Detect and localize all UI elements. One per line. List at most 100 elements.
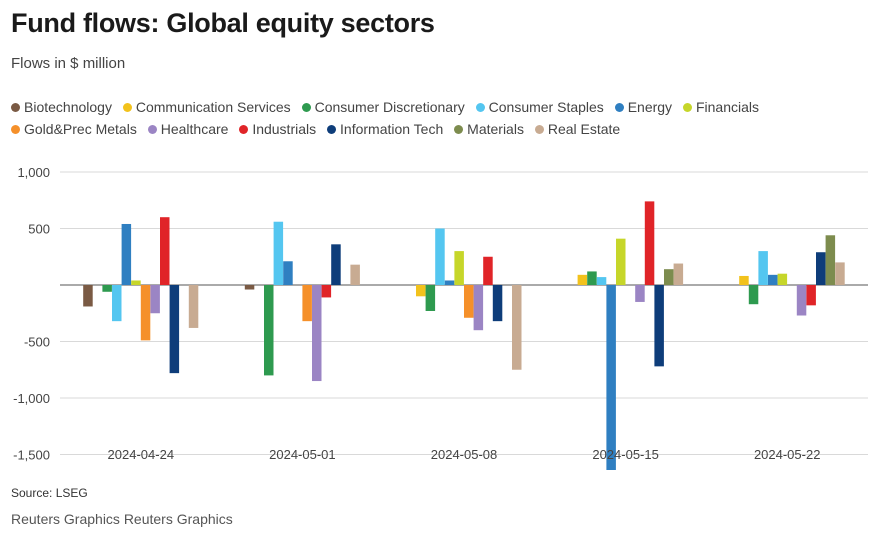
legend-label: Real Estate (547, 121, 621, 137)
bar (331, 244, 341, 285)
legend-item: Real Estate (534, 121, 621, 137)
bar (748, 285, 759, 305)
legend-item: Industrials (239, 121, 316, 137)
legend-label: Energy (627, 99, 673, 115)
bar (816, 252, 826, 285)
legend-swatch (122, 103, 132, 112)
legend-item: Consumer Staples (475, 99, 604, 115)
bar (473, 285, 484, 331)
bar (140, 285, 151, 341)
bar (102, 285, 112, 292)
bar (302, 285, 312, 322)
y-tick-label: 1,000 (17, 165, 50, 180)
bar (512, 285, 522, 370)
legend-item: Financials (682, 99, 759, 115)
bar (483, 256, 493, 285)
chart-title: Fund flows: Global equity sectors (11, 8, 435, 38)
x-tick-label: 2024-05-22 (754, 447, 821, 462)
bar (150, 285, 160, 314)
bar (350, 264, 360, 285)
bar (587, 271, 597, 285)
legend-item: Healthcare (147, 121, 229, 137)
bar (492, 285, 503, 322)
legend-swatch (239, 125, 249, 134)
chart-legend: Biotechnology Communication Services Con… (11, 96, 871, 140)
legend-label: Materials (467, 121, 524, 137)
bar (606, 285, 616, 470)
legend-item: Biotechnology (11, 99, 112, 115)
legend-label: Industrials (252, 121, 317, 137)
legend-swatch (534, 125, 544, 134)
legend-item: Information Tech (327, 121, 443, 137)
legend-swatch (301, 103, 311, 112)
legend-swatch (11, 125, 20, 134)
bar-series (83, 201, 845, 470)
bar (768, 274, 778, 285)
bar (283, 261, 293, 285)
bar (264, 285, 274, 376)
y-tick-label: -1,500 (13, 448, 50, 463)
y-tick-label: 500 (28, 222, 50, 237)
x-tick-label: 2024-04-24 (108, 447, 175, 462)
bar (312, 285, 322, 382)
chart-subtitle: Flows in $ million (11, 55, 126, 72)
bar (596, 277, 607, 285)
legend-label: Biotechnology (24, 99, 112, 115)
legend-label: Communication Services (135, 99, 291, 115)
legend-item: Gold&Prec Metals (11, 121, 137, 137)
legend-swatch (327, 125, 337, 134)
y-tick-label: -1,000 (13, 391, 50, 406)
bar (416, 285, 426, 297)
bar (806, 285, 816, 306)
bar (825, 235, 836, 285)
y-tick-label: -500 (24, 335, 50, 350)
legend-label: Healthcare (160, 121, 229, 137)
legend-label: Consumer Staples (488, 99, 604, 115)
x-tick-label: 2024-05-08 (431, 447, 498, 462)
bar (616, 238, 626, 285)
bar (835, 262, 845, 285)
x-tick-label: 2024-05-15 (592, 447, 659, 462)
bar (654, 285, 664, 367)
bar (83, 285, 93, 307)
bar (454, 251, 464, 285)
x-axis-tick-labels: 2024-04-24 2024-05-01 2024-05-08 2024-05-15… (108, 447, 821, 462)
bar (464, 285, 474, 318)
bar (273, 221, 284, 285)
bar (169, 285, 180, 374)
legend-label: Gold&Prec Metals (24, 121, 137, 137)
bar (644, 201, 655, 285)
legend-label: Information Tech (340, 121, 444, 137)
legend-item: Materials (454, 121, 524, 137)
bar (188, 285, 199, 328)
legend-label: Consumer Discretionary (314, 99, 465, 115)
legend-item: Consumer Discretionary (301, 99, 465, 115)
bar (160, 217, 170, 285)
legend-item: Communication Services (122, 99, 291, 115)
legend-swatch (147, 125, 157, 134)
bar (121, 223, 132, 285)
bar (673, 263, 684, 285)
bar (435, 228, 445, 285)
bar (444, 280, 455, 285)
legend-swatch (475, 103, 485, 112)
legend-swatch (454, 125, 464, 134)
bar-chart: 2,0001,5001,000500-500-1,000-1,500-2,000… (13, 165, 868, 470)
credit-line: Reuters Graphics Reuters Graphics (11, 511, 233, 527)
legend-swatch (11, 103, 20, 112)
bar (244, 285, 255, 290)
legend-swatch (682, 103, 692, 112)
x-tick-label: 2024-05-01 (269, 447, 336, 462)
bar (112, 285, 122, 322)
bar (577, 274, 588, 285)
legend-item: Energy (614, 99, 673, 115)
bar (777, 273, 788, 285)
source-note: Source: LSEG (11, 486, 88, 500)
bar (739, 275, 749, 285)
legend-swatch (614, 103, 624, 112)
bar (425, 285, 436, 311)
bar (635, 285, 645, 302)
bar (321, 285, 332, 298)
bar (758, 251, 768, 285)
